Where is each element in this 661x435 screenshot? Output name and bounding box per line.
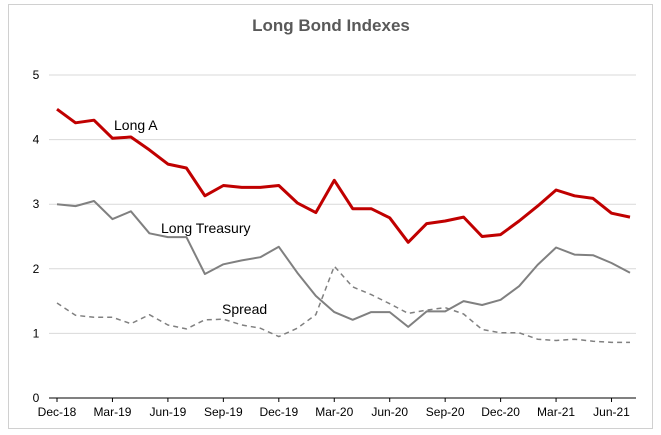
series-line-long-a [56,107,631,244]
series-label-long-a: Long A [114,117,158,133]
y-axis-ticks: 0 1 2 3 4 5 [33,68,40,405]
chart-title: Long Bond Indexes [252,16,410,35]
y-tick-label: 4 [33,133,40,147]
x-tick-label: Mar-21 [537,405,575,419]
x-axis-ticks: Dec-18 Mar-19 Jun-19 Sep-19 Dec-19 Mar-20 Jun-… [38,398,630,419]
y-tick-label: 3 [33,197,40,211]
gridlines [49,74,636,399]
x-tick-label: Mar-20 [315,405,353,419]
x-tick-label: Mar-19 [93,405,131,419]
x-tick-label: Sep-20 [426,405,465,419]
series-lines [56,107,631,344]
x-tick-label: Dec-19 [259,405,298,419]
series-label-long-treasury: Long Treasury [161,220,251,236]
series-line-long-treasury [56,200,631,328]
y-tick-label: 5 [33,68,40,82]
x-tick-label: Dec-18 [38,405,77,419]
series-line-spread [56,265,630,344]
series-label-spread: Spread [222,301,267,317]
x-tick-label: Jun-21 [593,405,630,419]
x-tick-label: Jun-19 [150,405,187,419]
y-tick-label: 0 [33,391,40,405]
x-tick-label: Dec-20 [481,405,520,419]
y-tick-label: 2 [33,262,40,276]
y-tick-label: 1 [33,326,40,340]
x-tick-label: Sep-19 [204,405,243,419]
x-tick-label: Jun-20 [371,405,408,419]
